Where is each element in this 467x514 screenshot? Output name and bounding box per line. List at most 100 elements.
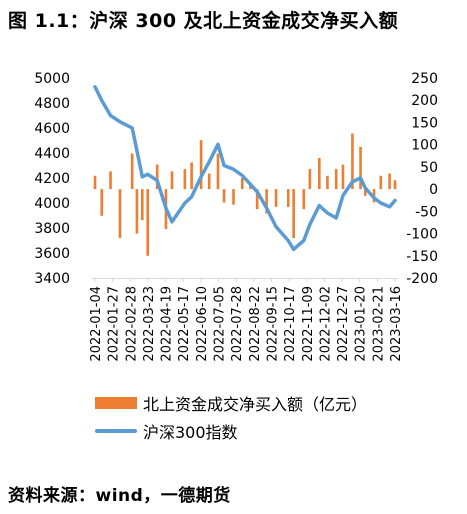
y-left-tick-label: 4000 [34, 196, 70, 212]
x-tick-label: 2022-11-09 [301, 286, 316, 362]
x-tick-label: 2023-01-20 [354, 286, 369, 362]
line-point [131, 127, 133, 129]
chart-title: 图 1.1：沪深 300 及北上资金成交净买入额 [8, 10, 399, 32]
line-point [241, 174, 244, 177]
chart-svg: 3400 3600 3800 4000 4200 4400 4600 4800 5000 -20… [34, 71, 438, 362]
line-point [217, 143, 219, 146]
bar [199, 140, 203, 190]
y-left-tick-label: 4400 [34, 146, 70, 162]
bar [341, 164, 345, 190]
x-tick-label: 2022-01-27 [107, 286, 122, 362]
bar [379, 175, 383, 190]
line-point [109, 114, 112, 117]
line-point [223, 164, 225, 167]
line-point [141, 175, 144, 178]
legend-line-label: 沪深300指数 [143, 423, 238, 442]
y-left-tick-label: 3400 [34, 271, 70, 287]
bar [292, 189, 295, 238]
bar [183, 169, 187, 190]
bar [302, 189, 306, 210]
y-right-tick-label: -200 [406, 271, 438, 287]
line-point [208, 160, 210, 163]
x-tick-label: 2022-06-10 [195, 286, 210, 362]
bar [216, 153, 220, 190]
line-point [302, 239, 305, 242]
line-point [165, 207, 167, 209]
x-tick-label: 2022-12-02 [318, 286, 333, 362]
bar [170, 171, 174, 190]
bar [363, 189, 367, 196]
line-point [256, 190, 258, 193]
legend-line-swatch [95, 429, 137, 433]
line-point [136, 149, 138, 152]
right-axis: -200 -150 -100 -50 0 50 100 150 200 250 [406, 71, 438, 287]
bar [118, 189, 122, 238]
line-point [287, 239, 290, 242]
line-point [351, 180, 354, 183]
x-tick-label: 2022-09-15 [265, 286, 280, 362]
bar [135, 189, 139, 234]
line-point [249, 183, 252, 186]
series-line [93, 85, 397, 252]
line-point [171, 220, 173, 223]
line-point [318, 204, 321, 207]
bar [109, 171, 112, 190]
x-tick-label: 2022-07-28 [230, 286, 245, 362]
x-axis: 2022-01-04 2022-01-27 2022-02-28 2022-03-23… [89, 278, 404, 362]
line-point [265, 207, 268, 209]
line-point [156, 179, 158, 182]
line-point [309, 223, 311, 226]
x-tick-label: 2022-02-28 [124, 286, 139, 362]
x-tick-label: 2022-12-27 [336, 286, 351, 362]
bar [359, 146, 362, 190]
x-tick-label: 2023-02-21 [371, 286, 386, 362]
legend-bar-label: 北上资金成交净买入额（亿元） [143, 395, 368, 414]
bar [155, 164, 159, 190]
y-left-tick-label: 4200 [34, 171, 70, 187]
line-point [275, 225, 277, 228]
x-tick-label: 2022-08-22 [248, 286, 263, 362]
x-tick-label: 2022-10-17 [283, 286, 298, 362]
bar [140, 189, 144, 221]
line-point [119, 120, 121, 123]
bar [286, 189, 290, 207]
bar [146, 189, 150, 256]
bar [232, 189, 235, 205]
y-right-tick-label: -50 [415, 204, 438, 220]
x-tick-label: 2022-07-05 [213, 286, 228, 362]
line-point [380, 202, 382, 204]
line-point [326, 212, 329, 214]
bar [265, 189, 268, 214]
y-left-tick-label: 4600 [34, 121, 70, 137]
line-point [190, 195, 193, 198]
line-point [292, 248, 295, 251]
bar [190, 162, 193, 190]
y-right-tick-label: -150 [406, 249, 438, 265]
line-point [364, 187, 367, 189]
line-point [146, 173, 149, 176]
line-point [184, 202, 186, 204]
line-point [232, 168, 235, 171]
source-note: 资料来源：wind，一德期货 [8, 486, 231, 506]
line-point [94, 85, 96, 88]
y-left-tick-label: 3600 [34, 246, 70, 262]
bar [100, 189, 104, 216]
y-right-tick-label: 200 [411, 93, 438, 109]
line-point [388, 205, 391, 208]
bar-series [93, 133, 397, 256]
bar [255, 189, 259, 210]
line-point [342, 194, 344, 197]
bar [326, 175, 329, 190]
legend-item-line: 沪深300指数 [95, 419, 238, 443]
y-right-tick-label: 0 [429, 182, 438, 198]
legend-bar-swatch [95, 397, 137, 409]
bar [393, 180, 397, 190]
line-point [373, 197, 375, 199]
bar [93, 175, 97, 190]
line-point [359, 177, 362, 179]
line-series [93, 85, 397, 252]
y-right-tick-label: 150 [411, 115, 438, 131]
line-point [394, 199, 396, 202]
legend-item-bar: 北上资金成交净买入额（亿元） [95, 391, 367, 415]
y-left-tick-label: 5000 [34, 71, 70, 87]
